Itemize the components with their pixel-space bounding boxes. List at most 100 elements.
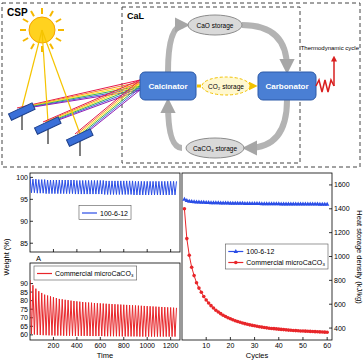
sun-ray (50, 44, 53, 49)
series-marker (197, 286, 201, 290)
series-marker (325, 330, 329, 334)
x-tick (100, 249, 101, 252)
light-ray (77, 82, 140, 134)
plot-frame (30, 263, 180, 340)
y-tick-label: 1600 (334, 181, 350, 188)
csp-box (2, 3, 360, 167)
sun-ray (56, 38, 61, 41)
sun-ray (23, 19, 28, 22)
sun-beam (22, 30, 42, 108)
legend-swatch (82, 212, 97, 213)
y-tick-label: 60 (20, 331, 28, 338)
plot-frame (30, 173, 180, 252)
light-ray (47, 84, 140, 122)
chart: 1020304050604006008001000120014001600Cyc… (182, 173, 364, 360)
light-ray (81, 86, 140, 134)
loop-arrow (242, 25, 287, 68)
series-marker (190, 265, 194, 269)
legend-box (79, 206, 131, 220)
x-tick-label: 10 (202, 342, 210, 349)
x-tick-label: 200 (48, 342, 60, 349)
x-tick (170, 337, 171, 340)
legend-label: 100-6-12 (100, 210, 128, 217)
x-tick-label: 1200 (163, 342, 179, 349)
series-marker (185, 237, 189, 241)
x-tick (123, 337, 124, 340)
heliostat (9, 103, 36, 120)
legend-marker (234, 261, 238, 265)
y-tick (30, 221, 33, 222)
x-tick (302, 337, 303, 340)
x-tick-label: 800 (118, 342, 130, 349)
x-tick (278, 337, 279, 340)
sun-ray (41, 8, 43, 14)
legend-label: Commercial microCaCO₃ (246, 259, 325, 266)
series-line (30, 177, 176, 195)
y-tick-label: 85 (20, 289, 28, 296)
series-marker (204, 298, 208, 302)
carbonator (258, 72, 316, 100)
y-tick (329, 232, 332, 233)
y-tick (329, 328, 332, 329)
y-tick (30, 199, 33, 200)
legend-box (225, 244, 328, 269)
y-tick (329, 256, 332, 257)
y-tick-label: 90 (20, 218, 28, 225)
legend-label: 100-6-12 (246, 248, 274, 255)
thermo-label: Thermodynamic cycle (301, 45, 360, 51)
diagram: CSPCaLCaO storageCaCO₃ storageCO₂ storag… (2, 3, 360, 167)
y-tick-label: 100 (16, 174, 28, 181)
series-marker (187, 254, 191, 258)
sun-ray (58, 29, 64, 31)
y-tick-label: 800 (334, 277, 346, 284)
carbonator-label: Carbonator (265, 82, 308, 91)
x-tick (76, 249, 77, 252)
sun-ray (31, 11, 34, 16)
y-tick-label: 85 (20, 240, 28, 247)
plot-frame (182, 173, 332, 340)
plot-area (182, 197, 329, 334)
light-ray (85, 90, 140, 134)
light-ray (79, 84, 140, 134)
y-tick-label: 75 (20, 306, 28, 313)
light-ray (83, 88, 140, 134)
csp-label: CSP (7, 7, 28, 18)
x-tick-label: 30 (251, 342, 259, 349)
x-tick (123, 249, 124, 252)
x-tick (147, 249, 148, 252)
x-tick (100, 337, 101, 340)
co2-storage (202, 77, 250, 95)
y-tick (30, 243, 33, 244)
y-tick-label: 400 (334, 325, 346, 332)
x-tick (327, 337, 328, 340)
sun-ray (56, 19, 61, 22)
y-tick-label: 95 (20, 196, 28, 203)
loop-arrow (168, 104, 182, 148)
heat-coil (316, 80, 334, 92)
y-tick (329, 184, 332, 185)
y-tick-label: 70 (20, 314, 28, 321)
heliostat-stand (21, 114, 23, 130)
heat-arrow (333, 58, 335, 86)
y-tick-label: 1200 (334, 229, 350, 236)
cal-label: CaL (127, 11, 145, 21)
cao-storage (188, 15, 242, 35)
x-tick (230, 337, 231, 340)
x-tick (147, 337, 148, 340)
y-tick-label: 65 (20, 323, 28, 330)
legend: Commercial microCaCO₃ (34, 266, 137, 280)
heliostat (67, 129, 94, 146)
legend-marker (234, 249, 238, 253)
sun-ray (23, 38, 28, 41)
sun-beam (42, 30, 80, 134)
sun-ray (50, 11, 53, 16)
x-tick (53, 249, 54, 252)
legend-box (34, 266, 137, 280)
y-tick (30, 334, 33, 335)
x-tick-label: 1000 (139, 342, 155, 349)
x-tick (206, 337, 207, 340)
calcinator-label: Calcinator (148, 82, 187, 91)
caco3-storage (186, 138, 244, 158)
y-tick-label: 80 (20, 297, 28, 304)
series-marker (195, 281, 199, 285)
